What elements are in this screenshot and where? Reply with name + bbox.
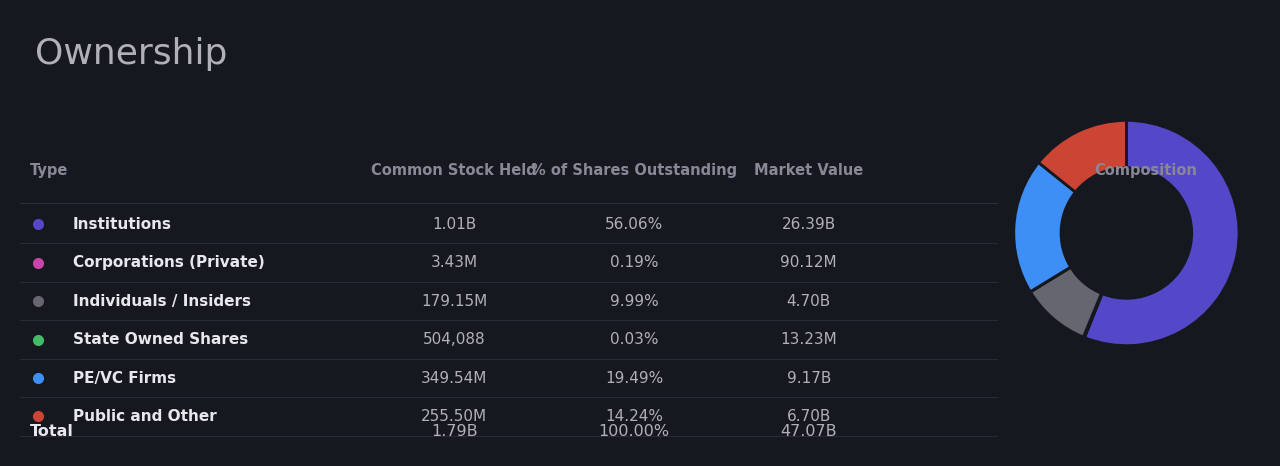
Text: Individuals / Insiders: Individuals / Insiders xyxy=(73,294,251,308)
Text: 19.49%: 19.49% xyxy=(605,370,663,385)
Text: Institutions: Institutions xyxy=(73,217,172,232)
Text: 100.00%: 100.00% xyxy=(599,424,669,439)
Text: Public and Other: Public and Other xyxy=(73,409,216,424)
Wedge shape xyxy=(1014,163,1075,292)
Text: State Owned Shares: State Owned Shares xyxy=(73,332,248,347)
Wedge shape xyxy=(1030,267,1101,337)
Text: Total: Total xyxy=(29,424,74,439)
Text: Corporations (Private): Corporations (Private) xyxy=(73,255,265,270)
Text: 90.12M: 90.12M xyxy=(781,255,837,270)
Wedge shape xyxy=(1083,294,1102,337)
Text: % of Shares Outstanding: % of Shares Outstanding xyxy=(531,163,737,178)
Text: 9.99%: 9.99% xyxy=(609,294,658,308)
Text: 1.01B: 1.01B xyxy=(433,217,476,232)
Text: 179.15M: 179.15M xyxy=(421,294,488,308)
Text: 1.79B: 1.79B xyxy=(431,424,477,439)
Text: 9.17B: 9.17B xyxy=(786,370,831,385)
Text: 14.24%: 14.24% xyxy=(605,409,663,424)
Text: 0.19%: 0.19% xyxy=(609,255,658,270)
Wedge shape xyxy=(1084,120,1239,346)
Text: Ownership: Ownership xyxy=(35,37,228,71)
Text: 3.43M: 3.43M xyxy=(430,255,477,270)
Text: Type: Type xyxy=(29,163,68,178)
Text: 47.07B: 47.07B xyxy=(781,424,837,439)
Text: Composition: Composition xyxy=(1094,163,1197,178)
Wedge shape xyxy=(1030,267,1070,292)
Text: 56.06%: 56.06% xyxy=(605,217,663,232)
Text: 4.70B: 4.70B xyxy=(787,294,831,308)
Text: 26.39B: 26.39B xyxy=(782,217,836,232)
Text: 13.23M: 13.23M xyxy=(781,332,837,347)
Wedge shape xyxy=(1038,120,1126,192)
Text: Market Value: Market Value xyxy=(754,163,863,178)
Text: 255.50M: 255.50M xyxy=(421,409,488,424)
Text: 6.70B: 6.70B xyxy=(786,409,831,424)
Text: 349.54M: 349.54M xyxy=(421,370,488,385)
Text: 0.03%: 0.03% xyxy=(609,332,658,347)
Text: 504,088: 504,088 xyxy=(422,332,485,347)
Text: PE/VC Firms: PE/VC Firms xyxy=(73,370,177,385)
Text: Common Stock Held: Common Stock Held xyxy=(371,163,538,178)
